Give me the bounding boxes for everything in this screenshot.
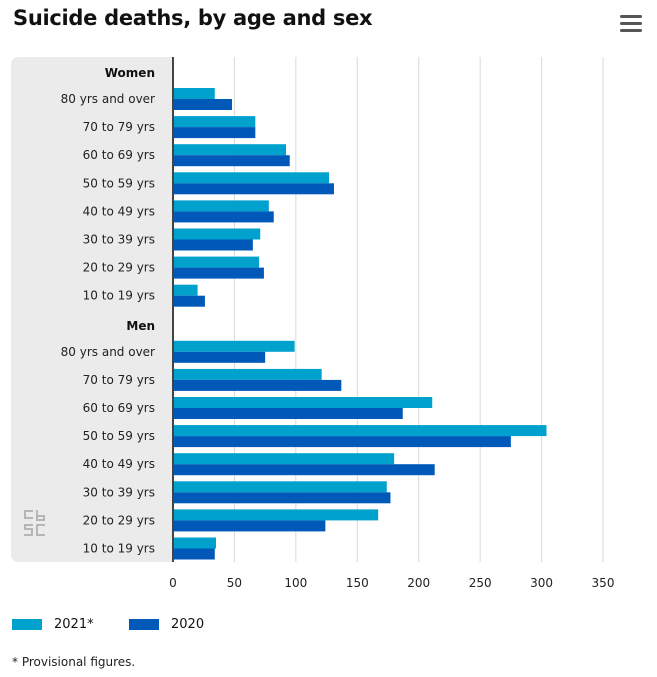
category-label: 20 to 29 yrs — [83, 513, 155, 527]
category-label: 40 to 49 yrs — [83, 204, 155, 218]
bar-men-2021 — [173, 397, 433, 408]
bar-men-2021 — [173, 453, 395, 465]
x-tick-label: 250 — [469, 576, 492, 590]
bar-women-2020 — [173, 211, 274, 223]
cbs-logo-icon-part — [24, 534, 33, 536]
cbs-logo-icon-part — [24, 528, 33, 530]
bar-women-2020 — [173, 183, 334, 195]
group-label: Men — [126, 319, 155, 333]
x-tick-label: 350 — [592, 576, 615, 590]
hamburger-menu-icon[interactable] — [620, 15, 642, 35]
cbs-logo-icon-part — [36, 524, 45, 526]
legend-label-2020: 2020 — [171, 617, 205, 632]
bar-men-2021 — [173, 340, 295, 352]
x-tick-label: 150 — [346, 576, 369, 590]
category-label: 30 to 39 yrs — [83, 233, 155, 247]
cbs-logo-icon-part — [36, 510, 38, 521]
bar-men-2021 — [173, 509, 379, 521]
bar-women-2021 — [173, 172, 330, 184]
category-label: 10 to 19 yrs — [83, 542, 155, 556]
category-label: 20 to 29 yrs — [83, 261, 155, 275]
bar-women-2021 — [173, 284, 198, 296]
legend-item-2020[interactable]: 2020 — [129, 617, 204, 632]
bar-women-2020 — [173, 295, 205, 307]
cbs-logo-icon-part — [38, 515, 45, 517]
bar-men-2020 — [173, 492, 391, 504]
x-tick-label: 300 — [530, 576, 553, 590]
bar-men-2021 — [173, 368, 322, 380]
bar-women-2021 — [173, 88, 215, 99]
bar-women-2020 — [173, 267, 264, 279]
cbs-logo-icon-part — [36, 534, 45, 536]
cbs-logo-icon-part — [43, 515, 45, 521]
bar-women-2021 — [173, 256, 259, 268]
cbs-logo-icon-part — [24, 524, 26, 530]
bar-men-2021 — [173, 481, 387, 493]
category-label: 40 to 49 yrs — [83, 457, 155, 471]
category-label: 70 to 79 yrs — [83, 120, 155, 134]
cbs-logo-icon-part — [36, 524, 38, 536]
cbs-logo-icon-part — [31, 528, 33, 536]
category-label: 70 to 79 yrs — [83, 373, 155, 387]
bar-women-2020 — [173, 155, 290, 167]
legend-label-2021: 2021* — [54, 617, 94, 632]
x-tick-label: 100 — [284, 576, 307, 590]
bar-women-2020 — [173, 239, 253, 251]
category-label: 50 to 59 yrs — [83, 429, 155, 443]
category-label: 80 yrs and over — [61, 345, 155, 359]
bar-men-2020 — [173, 464, 435, 476]
bar-women-2021 — [173, 144, 287, 156]
bar-men-2020 — [173, 520, 326, 532]
category-label: 60 to 69 yrs — [83, 148, 155, 162]
category-label: 10 to 19 yrs — [83, 289, 155, 303]
bar-women-2021 — [173, 200, 269, 212]
cbs-logo-icon-part — [36, 519, 45, 521]
bar-women-2021 — [173, 228, 261, 240]
cbs-logo-icon-part — [24, 517, 33, 519]
category-label: 60 to 69 yrs — [83, 401, 155, 415]
bar-men-2020 — [173, 379, 342, 391]
bar-chart: 0 50 100 150 200 250 300 350 Women 80 yrs and ove… — [11, 57, 615, 590]
cbs-logo-icon-part — [24, 510, 33, 512]
x-tick-label: 0 — [169, 576, 177, 590]
bar-women-2021 — [173, 116, 256, 128]
category-label: 50 to 59 yrs — [83, 176, 155, 190]
category-label-panel-edge — [163, 57, 173, 562]
x-tick-label: 50 — [227, 576, 242, 590]
category-label: 30 to 39 yrs — [83, 485, 155, 499]
chart-title: Suicide deaths, by age and sex — [13, 6, 373, 30]
x-tick-label: 200 — [407, 576, 430, 590]
bar-men-2021 — [173, 425, 547, 437]
category-label: 80 yrs and over — [61, 92, 155, 106]
group-label: Women — [105, 66, 155, 80]
footnote: * Provisional figures. — [12, 655, 136, 669]
bar-men-2020 — [173, 351, 266, 363]
bar-women-2020 — [173, 127, 256, 139]
bar-women-2020 — [173, 99, 232, 110]
cbs-logo-icon-part — [24, 510, 26, 519]
category-label-panel — [11, 57, 173, 562]
cbs-logo-icon-part — [24, 524, 33, 526]
legend-swatch-2020 — [129, 619, 159, 630]
bar-men-2020 — [173, 436, 511, 448]
bar-men-2020 — [173, 548, 215, 560]
legend-item-2021[interactable]: 2021* — [12, 617, 94, 632]
bar-men-2021 — [173, 537, 216, 549]
legend-swatch-2021 — [12, 619, 42, 630]
bar-men-2020 — [173, 408, 403, 419]
